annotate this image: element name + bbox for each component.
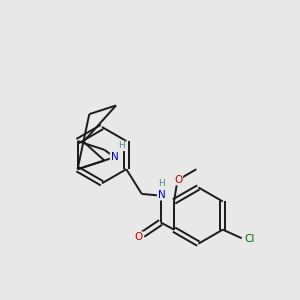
Text: Cl: Cl — [244, 234, 254, 244]
Text: O: O — [174, 175, 182, 184]
Text: N: N — [111, 152, 119, 162]
Text: H: H — [158, 179, 165, 188]
Text: N: N — [158, 190, 166, 200]
Text: H: H — [118, 141, 125, 150]
Text: O: O — [135, 232, 143, 242]
